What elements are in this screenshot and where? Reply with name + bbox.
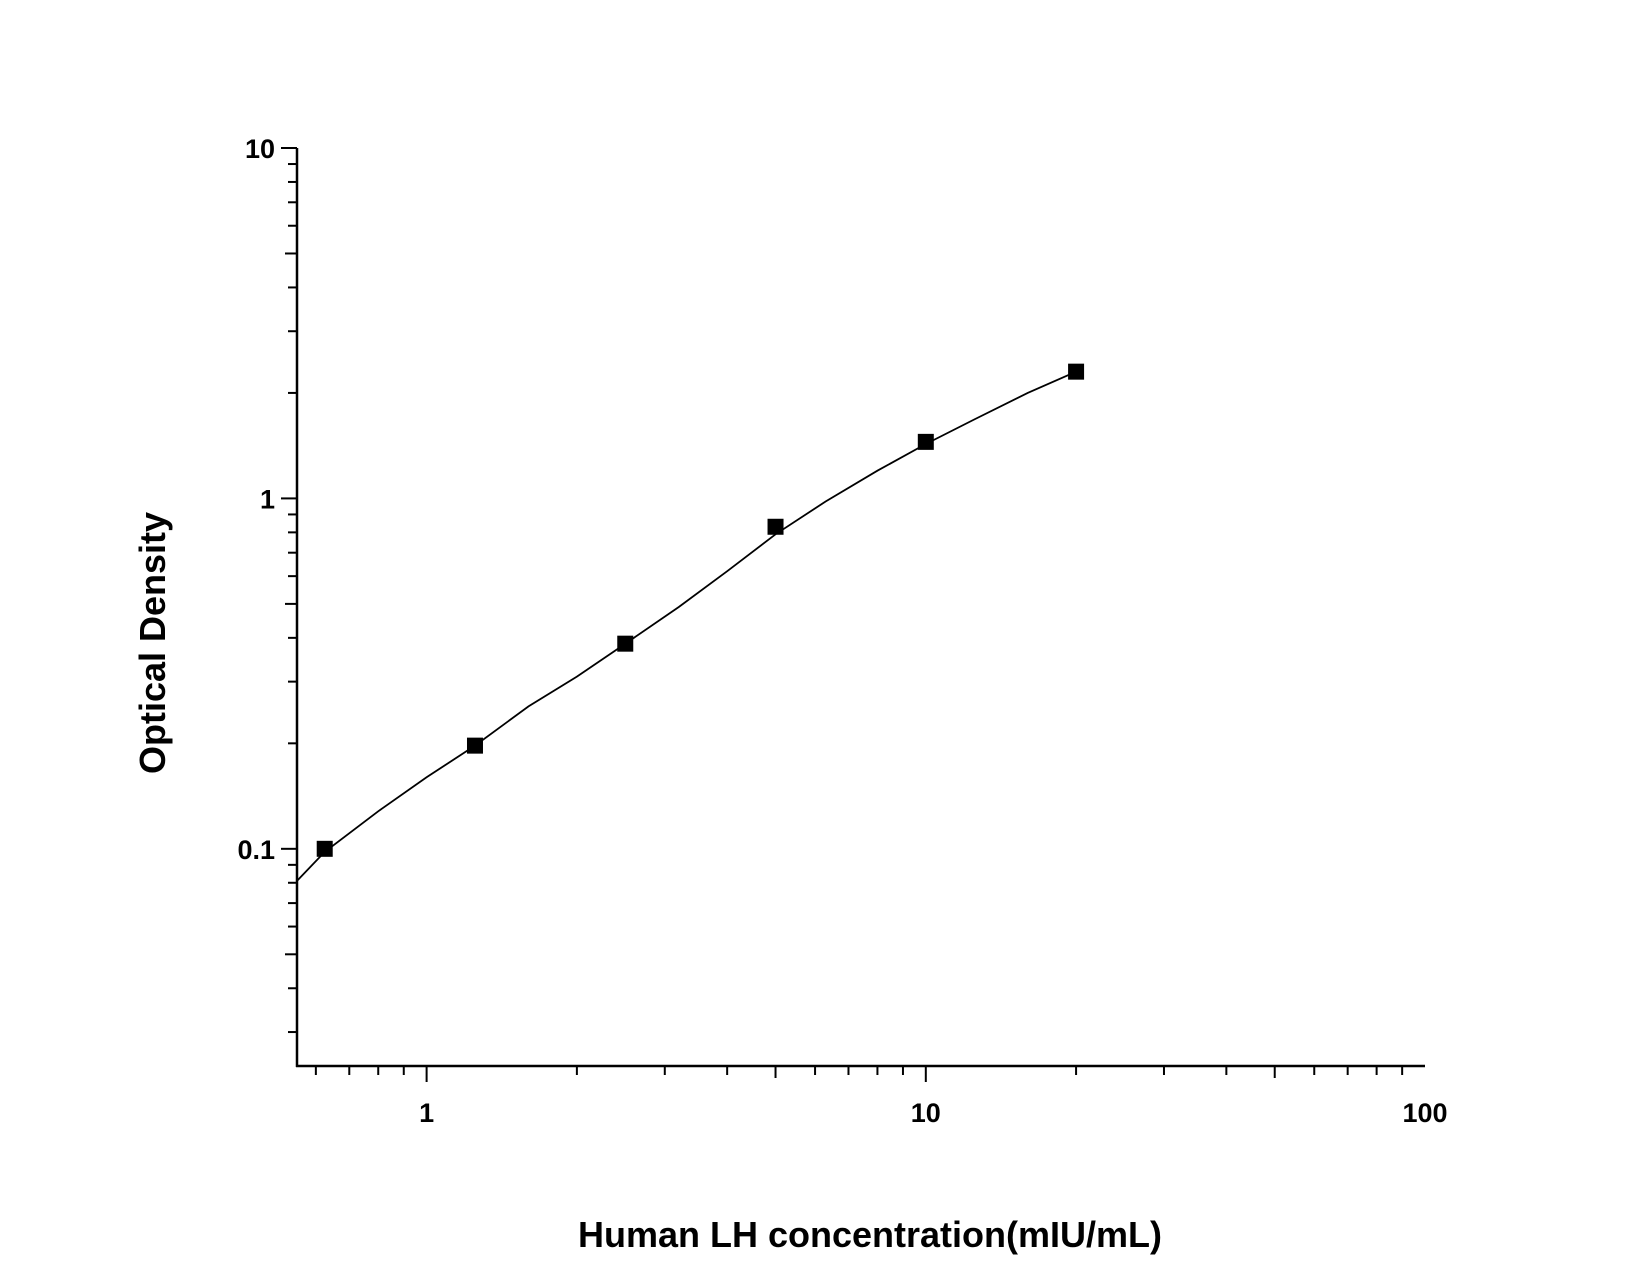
axis-ticks <box>281 147 1404 1082</box>
x-tick-label: 1 <box>419 1098 434 1128</box>
x-axis-title: Human LH concentration(mIU/mL) <box>578 1214 1162 1255</box>
y-tick-label: 0.1 <box>237 835 275 865</box>
x-tick-label: 10 <box>911 1098 941 1128</box>
tick-labels: 1 10 100 0.1 1 10 <box>237 134 1447 1128</box>
fit-curve-layer <box>296 370 1077 882</box>
data-point <box>767 518 784 535</box>
data-point <box>316 840 333 857</box>
x-tick-label: 100 <box>1402 1098 1447 1128</box>
y-tick-label: 1 <box>260 484 275 514</box>
data-point <box>617 635 634 652</box>
data-markers <box>316 363 1085 857</box>
data-point <box>1068 363 1085 380</box>
y-axis-title: Optical Density <box>132 512 173 774</box>
axes <box>295 148 1425 1068</box>
y-tick-label: 10 <box>245 134 275 164</box>
data-point <box>466 737 483 754</box>
data-point <box>917 433 934 450</box>
fit-curve <box>296 370 1077 882</box>
